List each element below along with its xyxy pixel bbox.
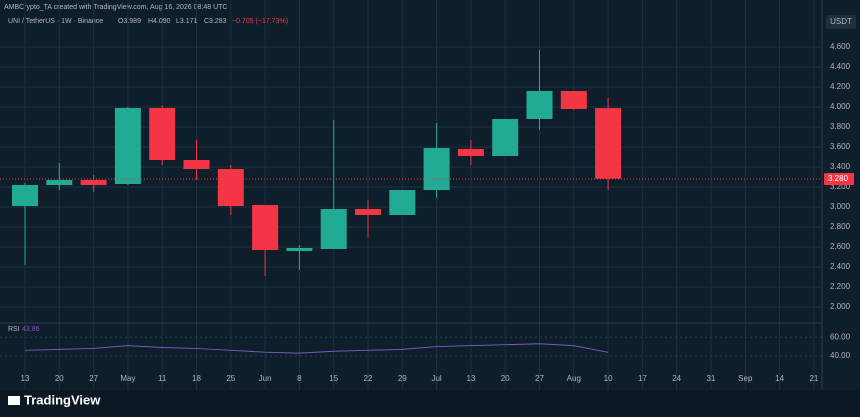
x-tick-label: 13 [466, 374, 475, 383]
y-tick-label: 4.000 [830, 102, 851, 111]
ohlc-label: O3.989 [118, 18, 141, 25]
candle-body [252, 205, 279, 250]
chart-title: UNI / TetherUS · 1W · Binance [8, 18, 103, 25]
candle-body [423, 148, 450, 190]
currency: USDT [830, 17, 852, 26]
y-tick-label: 3.400 [830, 162, 851, 171]
x-tick-label: Jul [431, 374, 441, 383]
ohlc-label: C3.283 [204, 18, 227, 25]
y-tick-label: 3.800 [830, 122, 851, 131]
candle-body [595, 108, 622, 179]
last-price-box [824, 173, 854, 185]
x-tick-label: 24 [672, 374, 681, 383]
x-tick-label: 27 [89, 374, 98, 383]
x-tick-label: 25 [226, 374, 235, 383]
x-tick-label: 17 [638, 374, 647, 383]
candle-body [526, 91, 553, 119]
y-tick-label: 3.200 [830, 182, 851, 191]
ohlc-label: L3.171 [176, 18, 198, 25]
ohlc-label: H4.090 [148, 18, 171, 25]
candle-body [457, 149, 484, 156]
x-tick-label: 15 [329, 374, 338, 383]
credit: AMBCrypto_TA created with TradingView.co… [4, 4, 227, 11]
x-tick-label: 20 [501, 374, 510, 383]
y-tick-label: 4.400 [830, 62, 851, 71]
rsi-name: RSI [8, 326, 20, 333]
brand-logo [8, 396, 20, 405]
x-tick-label: Aug [567, 374, 581, 383]
x-tick-label: 21 [809, 374, 818, 383]
candle-body [286, 248, 313, 251]
y-tick-label: 2.200 [830, 282, 851, 291]
brand: TradingView [24, 392, 101, 407]
x-tick-label: 14 [775, 374, 784, 383]
rsi-tick-label: 60.00 [830, 332, 851, 341]
x-tick-label: 31 [707, 374, 716, 383]
candle-body [12, 185, 38, 206]
y-tick-label: 2.600 [830, 242, 851, 251]
candle-body [149, 108, 176, 160]
x-tick-label: 8 [297, 374, 302, 383]
candle-body [320, 209, 347, 249]
x-tick-label: 10 [604, 374, 613, 383]
x-tick-label: 18 [192, 374, 201, 383]
candle-body [389, 190, 416, 215]
y-tick-label: 2.400 [830, 262, 851, 271]
y-tick-label: 3.000 [830, 202, 851, 211]
candle-body [560, 91, 587, 109]
y-tick-label: 4.600 [830, 42, 851, 51]
candle-body [492, 119, 519, 156]
x-tick-label: May [120, 374, 135, 383]
ohlc-label: −0.705 (−17.73%) [232, 18, 288, 25]
x-tick-label: 29 [398, 374, 407, 383]
y-tick-label: 3.600 [830, 142, 851, 151]
currency-box [826, 15, 856, 29]
x-tick-label: 13 [21, 374, 30, 383]
candle-body [217, 169, 244, 206]
x-tick-label: Sep [738, 374, 753, 383]
y-tick-label: 4.200 [830, 82, 851, 91]
last-price-label: 3.280 [828, 174, 849, 183]
y-tick-label: 2.800 [830, 222, 851, 231]
candle-body [355, 209, 381, 215]
rsi-tick-label: 40.00 [830, 351, 851, 360]
candle-body [80, 180, 107, 185]
x-tick-label: Jun [259, 374, 272, 383]
y-tick-label: 2.000 [830, 302, 851, 311]
rsi-value: 43.86 [22, 326, 40, 333]
x-tick-label: 22 [364, 374, 373, 383]
candle-body [183, 160, 210, 169]
candle-body [46, 180, 73, 185]
footer [0, 390, 860, 417]
x-tick-label: 11 [158, 374, 167, 383]
x-tick-label: 27 [535, 374, 544, 383]
rsi-line [24, 343, 609, 354]
x-tick-label: 20 [55, 374, 64, 383]
candle-body [114, 108, 141, 184]
